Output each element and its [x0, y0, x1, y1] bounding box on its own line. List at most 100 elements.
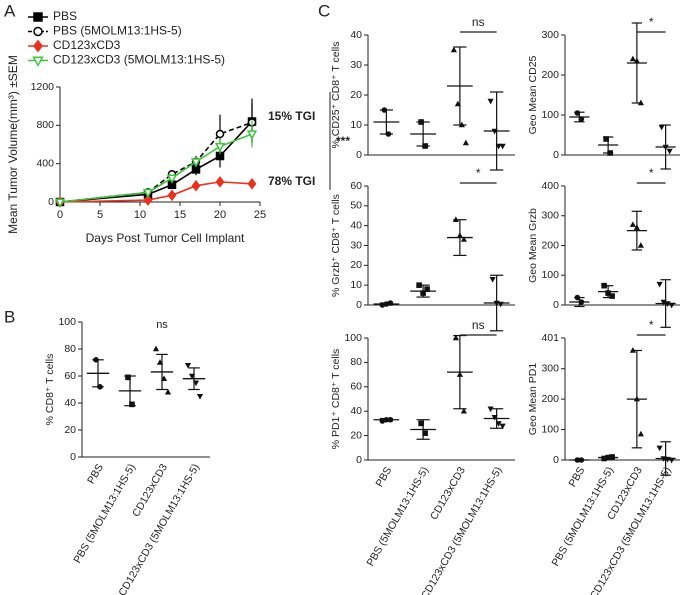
y-tick-label: 20 — [350, 259, 362, 271]
marker — [656, 281, 663, 288]
y-tick-label: 80 — [64, 343, 76, 355]
annotation: * — [649, 318, 654, 332]
annotation: 78% TGI — [268, 174, 315, 188]
marker — [215, 129, 225, 139]
y-tick-label: 100 — [541, 269, 559, 281]
marker — [499, 143, 506, 150]
y-tick-label: 40 — [350, 29, 362, 41]
marker — [460, 236, 467, 242]
y-tick-label: 20 — [350, 429, 362, 441]
y-axis-label: Geo Mean PD1 — [527, 363, 539, 436]
annotation: ns — [156, 319, 168, 331]
marker — [658, 124, 665, 131]
y-axis-label: % Grzb⁺ CD8⁺ T cells — [330, 194, 342, 297]
y-tick-label: 60 — [350, 180, 362, 192]
y-tick-label: 60 — [64, 370, 76, 382]
series-line — [59, 120, 253, 203]
x-axis-label: Days Post Tumor Cell Implant — [86, 231, 245, 245]
marker — [142, 188, 154, 199]
marker — [424, 286, 430, 292]
annotation: * — [649, 15, 654, 29]
x-tick-label: CD123xCD3 — [428, 465, 468, 522]
y-tick-label: 10 — [350, 279, 362, 291]
legend-label: PBS (5MOLM13:1HS-5) — [53, 24, 182, 38]
marker — [499, 423, 506, 430]
marker — [603, 136, 609, 142]
y-tick-label: 100 — [344, 332, 362, 344]
annotation: * — [649, 166, 654, 180]
y-tick-label: 0 — [553, 149, 559, 161]
marker — [418, 420, 424, 427]
marker — [166, 174, 178, 184]
marker — [184, 362, 192, 369]
y-tick-label: 800 — [36, 119, 54, 131]
marker — [247, 178, 257, 190]
marker — [629, 55, 636, 62]
x-tick-label: CD123xCD3 (5MOLM13:1HS-5) — [419, 465, 505, 595]
marker — [637, 430, 644, 437]
x-tick-label: 10 — [134, 209, 146, 221]
y-tick-label: 50 — [350, 200, 362, 212]
y-tick-label: 40 — [350, 405, 362, 417]
y-tick-label: 20 — [350, 89, 362, 101]
y-axis-label: Geo Mean Grzb — [527, 208, 539, 283]
marker — [167, 189, 177, 202]
y-tick-label: 60 — [350, 381, 362, 393]
legend-label: CD123xCD3 (5MOLM13:1HS-5) — [53, 53, 225, 67]
y-tick-label: 300 — [541, 363, 559, 375]
marker — [215, 176, 225, 188]
x-tick-label: 5 — [97, 209, 103, 221]
y-tick-label: 0 — [356, 149, 362, 161]
marker — [450, 46, 457, 53]
marker — [152, 345, 160, 352]
marker — [32, 56, 44, 67]
x-tick-label: PBS — [85, 462, 106, 486]
marker — [164, 388, 172, 395]
y-tick-label: 30 — [350, 59, 362, 71]
y-axis-label: Geo Mean CD25 — [527, 55, 539, 134]
marker — [637, 242, 644, 248]
panel-label: A — [4, 1, 16, 20]
marker — [129, 401, 135, 408]
marker — [422, 430, 428, 436]
y-tick-label: 80 — [350, 356, 362, 368]
y-tick-label: 0 — [356, 299, 362, 311]
marker — [656, 445, 663, 452]
marker — [125, 374, 131, 381]
annotation: ns — [472, 318, 485, 332]
y-tick-label: 1200 — [31, 81, 55, 93]
legend-label: PBS — [53, 9, 77, 23]
y-tick-label: 0 — [553, 454, 559, 466]
annotation: * — [476, 166, 481, 180]
marker — [629, 221, 636, 227]
y-tick-label: 400 — [541, 180, 559, 192]
y-tick-label: 40 — [350, 219, 362, 231]
y-tick-label: 0 — [356, 454, 362, 466]
y-tick-label: 0 — [553, 299, 559, 311]
x-tick-label: 15 — [174, 209, 186, 221]
x-tick-label: 25 — [254, 209, 266, 221]
y-tick-label: 0 — [70, 451, 76, 463]
series-line — [59, 133, 253, 203]
y-tick-label: 401 — [541, 332, 559, 344]
y-tick-label: 300 — [541, 210, 559, 222]
y-tick-label: 100 — [541, 109, 559, 121]
annotation: *** — [336, 134, 350, 148]
y-tick-label: 30 — [350, 239, 362, 251]
x-tick-label: PBS — [373, 465, 394, 489]
y-axis-label: % PD1⁺ CD8⁺ T cells — [330, 349, 342, 450]
series-line — [59, 181, 253, 203]
marker — [452, 334, 459, 341]
marker — [460, 407, 467, 414]
y-tick-label: 100 — [541, 423, 559, 435]
marker — [609, 293, 615, 299]
marker — [33, 26, 43, 37]
y-tick-label: 10 — [350, 119, 362, 131]
marker — [487, 98, 494, 105]
marker — [196, 394, 204, 400]
marker — [668, 457, 675, 464]
marker — [666, 148, 673, 155]
y-tick-label: 100 — [58, 316, 76, 328]
marker — [214, 142, 226, 153]
